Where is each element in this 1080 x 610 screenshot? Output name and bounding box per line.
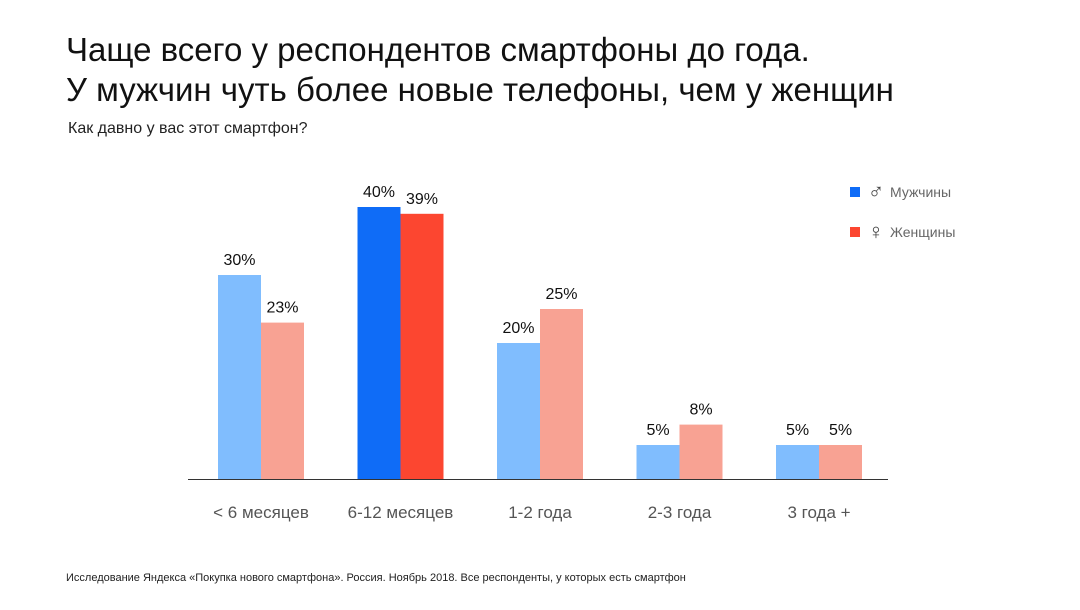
x-tick-label-0: < 6 месяцев: [213, 503, 309, 522]
male-icon: ♂: [867, 179, 885, 204]
legend-item-men: ♂ Мужчины: [850, 180, 955, 204]
bar-women-3: [679, 424, 723, 479]
legend: ♂ Мужчины ♀ Женщины: [850, 180, 955, 260]
footnote: Исследование Яндекса «Покупка нового сма…: [66, 572, 686, 584]
data-label-women-2: 25%: [545, 286, 577, 303]
bar-women-4: [819, 445, 862, 479]
bar-men-1: [357, 207, 401, 479]
data-label-women-3: 8%: [689, 402, 712, 419]
legend-swatch-women: [850, 227, 860, 237]
chart-title: Чаще всего у респондентов смартфоны до г…: [66, 30, 1046, 110]
chart-title-line-2: У мужчин чуть более новые телефоны, чем …: [66, 71, 894, 108]
bar-men-4: [776, 445, 819, 479]
data-label-men-0: 30%: [223, 252, 255, 269]
bar-women-2: [540, 309, 583, 479]
legend-label-women: Женщины: [890, 224, 956, 240]
data-label-men-1: 40%: [363, 184, 395, 201]
x-tick-label-1: 6-12 месяцев: [348, 503, 454, 522]
data-label-men-2: 20%: [502, 320, 534, 337]
x-tick-label-4: 3 года +: [787, 503, 850, 522]
chart-title-line-1: Чаще всего у респондентов смартфоны до г…: [66, 31, 810, 68]
bar-men-3: [636, 445, 680, 479]
data-label-men-3: 5%: [646, 422, 669, 439]
legend-label-men: Мужчины: [890, 184, 952, 200]
x-tick-label-2: 1-2 года: [508, 503, 572, 522]
bar-men-0: [218, 275, 261, 479]
legend-item-women: ♀ Женщины: [850, 220, 955, 244]
chart-subtitle: Как давно у вас этот смартфон?: [68, 120, 308, 137]
bar-men-2: [497, 343, 540, 479]
data-label-women-1: 39%: [406, 191, 438, 208]
data-label-men-4: 5%: [786, 422, 809, 439]
data-label-women-4: 5%: [829, 422, 852, 439]
bar-women-0: [261, 322, 304, 479]
data-label-women-0: 23%: [266, 300, 298, 317]
female-icon: ♀: [867, 219, 885, 244]
legend-swatch-men: [850, 187, 860, 197]
x-tick-label-3: 2-3 года: [648, 503, 712, 522]
bar-women-1: [400, 213, 444, 480]
